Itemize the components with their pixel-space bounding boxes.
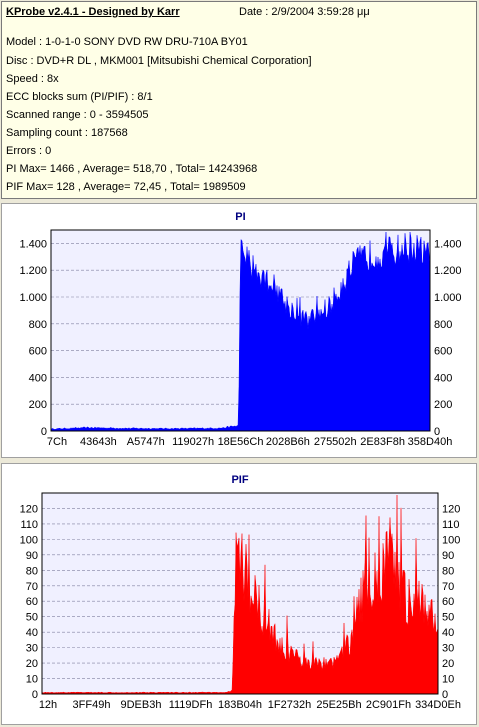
info-line-pi-stats: PI Max= 1466 , Average= 518,70 , Total= … xyxy=(6,163,258,175)
y-tick-label-right: 1.000 xyxy=(434,292,462,304)
y-tick-label-right: 1.200 xyxy=(434,265,462,277)
y-tick-label-left: 120 xyxy=(20,503,38,515)
y-tick-label-left: 1.400 xyxy=(19,238,47,250)
plot-frame xyxy=(50,229,431,432)
info-line-pif-stats: PIF Max= 128 , Average= 72,45 , Total= 1… xyxy=(6,181,246,193)
x-tick-label: 183B04h xyxy=(218,699,262,711)
y-tick-label-right: 50 xyxy=(442,612,454,624)
y-tick-label-right: 60 xyxy=(442,596,454,608)
x-tick-label: 334D0Eh xyxy=(415,699,461,711)
info-line-range: Scanned range : 0 - 3594505 xyxy=(6,109,149,121)
y-tick-label-left: 60 xyxy=(26,596,38,608)
y-tick-label-left: 70 xyxy=(26,581,38,593)
info-line-sampling: Sampling count : 187568 xyxy=(6,127,128,139)
y-tick-label-right: 110 xyxy=(442,519,460,531)
y-tick-label-left: 50 xyxy=(26,612,38,624)
y-tick-label-left: 90 xyxy=(26,550,38,562)
y-tick-label-left: 1.200 xyxy=(19,265,47,277)
info-panel: KProbe v2.4.1 - Designed by Karr Date : … xyxy=(1,1,477,199)
chart-title: PI xyxy=(235,211,245,223)
info-line-disc: Disc : DVD+R DL , MKM001 [Mitsubishi Che… xyxy=(6,55,312,67)
x-tick-label: 25E25Bh xyxy=(316,699,361,711)
plot-frame xyxy=(41,492,439,695)
info-line-errors: Errors : 0 xyxy=(6,145,52,157)
y-tick-label-right: 400 xyxy=(434,372,452,384)
x-tick-label: 18E56Ch xyxy=(218,436,264,448)
y-tick-label-left: 80 xyxy=(26,565,38,577)
scan-date: Date : 2/9/2004 3:59:28 μμ xyxy=(239,6,370,18)
info-line-ecc: ECC blocks sum (PI/PIF) : 8/1 xyxy=(6,91,153,103)
y-tick-label-left: 0 xyxy=(32,689,38,701)
pi-chart-panel: PI 0 0 200 200 400 400 600 600 800 800 1.000 1.000 1.… xyxy=(1,203,477,458)
y-tick-label-right: 120 xyxy=(442,503,460,515)
info-line-model: Model : 1-0-1-0 SONY DVD RW DRU-710A BY0… xyxy=(6,36,248,48)
app-title: KProbe v2.4.1 - Designed by Karr xyxy=(6,6,180,18)
x-tick-label: A5747h xyxy=(127,436,165,448)
y-tick-label-left: 100 xyxy=(20,534,38,546)
x-tick-label: 119027h xyxy=(172,436,214,448)
y-tick-label-right: 0 xyxy=(442,689,448,701)
y-tick-label-right: 80 xyxy=(442,565,454,577)
y-tick-label-left: 20 xyxy=(26,658,38,670)
y-tick-label-left: 600 xyxy=(29,346,47,358)
y-tick-label-left: 200 xyxy=(29,399,47,411)
x-tick-label: 358D40h xyxy=(408,436,453,448)
y-tick-label-right: 90 xyxy=(442,550,454,562)
x-tick-label: 1119DFh xyxy=(169,699,213,711)
x-tick-label: 7Ch xyxy=(47,436,67,448)
info-line-speed: Speed : 8x xyxy=(6,73,59,85)
x-tick-label: 2C901Fh xyxy=(366,699,411,711)
y-tick-label-right: 600 xyxy=(434,346,452,358)
y-tick-label-left: 30 xyxy=(26,643,38,655)
y-tick-label-left: 10 xyxy=(26,674,38,686)
y-tick-label-left: 110 xyxy=(20,519,38,531)
x-tick-label: 3FF49h xyxy=(73,699,111,711)
x-tick-label: 275502h xyxy=(314,436,357,448)
y-tick-label-right: 1.400 xyxy=(434,238,462,250)
x-tick-label: 1F2732h xyxy=(268,699,311,711)
y-tick-label-right: 800 xyxy=(434,319,452,331)
y-tick-label-right: 40 xyxy=(442,627,454,639)
series-area xyxy=(41,495,439,695)
chart-title: PIF xyxy=(231,474,248,486)
y-tick-label-left: 1.000 xyxy=(19,292,47,304)
y-tick-label-right: 30 xyxy=(442,643,454,655)
y-tick-label-right: 0 xyxy=(434,426,440,438)
y-tick-label-left: 400 xyxy=(29,372,47,384)
x-tick-label: 43643h xyxy=(80,436,117,448)
y-tick-label-right: 20 xyxy=(442,658,454,670)
y-tick-label-right: 100 xyxy=(442,534,460,546)
pif-chart: PIF 0 0 10 10 20 20 30 30 40 40 50 50 60 60 70 70 80 80 90 9… xyxy=(20,474,461,711)
x-tick-label: 9DEB3h xyxy=(121,699,162,711)
series-area xyxy=(50,231,431,432)
x-tick-label: 2E83F8h xyxy=(360,436,405,448)
y-tick-label-right: 70 xyxy=(442,581,454,593)
y-tick-label-left: 0 xyxy=(41,426,47,438)
y-tick-label-right: 200 xyxy=(434,399,452,411)
pif-chart-panel: PIF 0 0 10 10 20 20 30 30 40 40 50 50 60 60 70 70 80 80 90 9… xyxy=(1,463,477,725)
x-tick-label: 12h xyxy=(39,699,57,711)
y-tick-label-left: 800 xyxy=(29,319,47,331)
pi-chart: PI 0 0 200 200 400 400 600 600 800 800 1.000 1.000 1.… xyxy=(19,211,462,448)
x-tick-label: 2028B6h xyxy=(266,436,310,448)
y-tick-label-left: 40 xyxy=(26,627,38,639)
y-tick-label-right: 10 xyxy=(442,674,454,686)
